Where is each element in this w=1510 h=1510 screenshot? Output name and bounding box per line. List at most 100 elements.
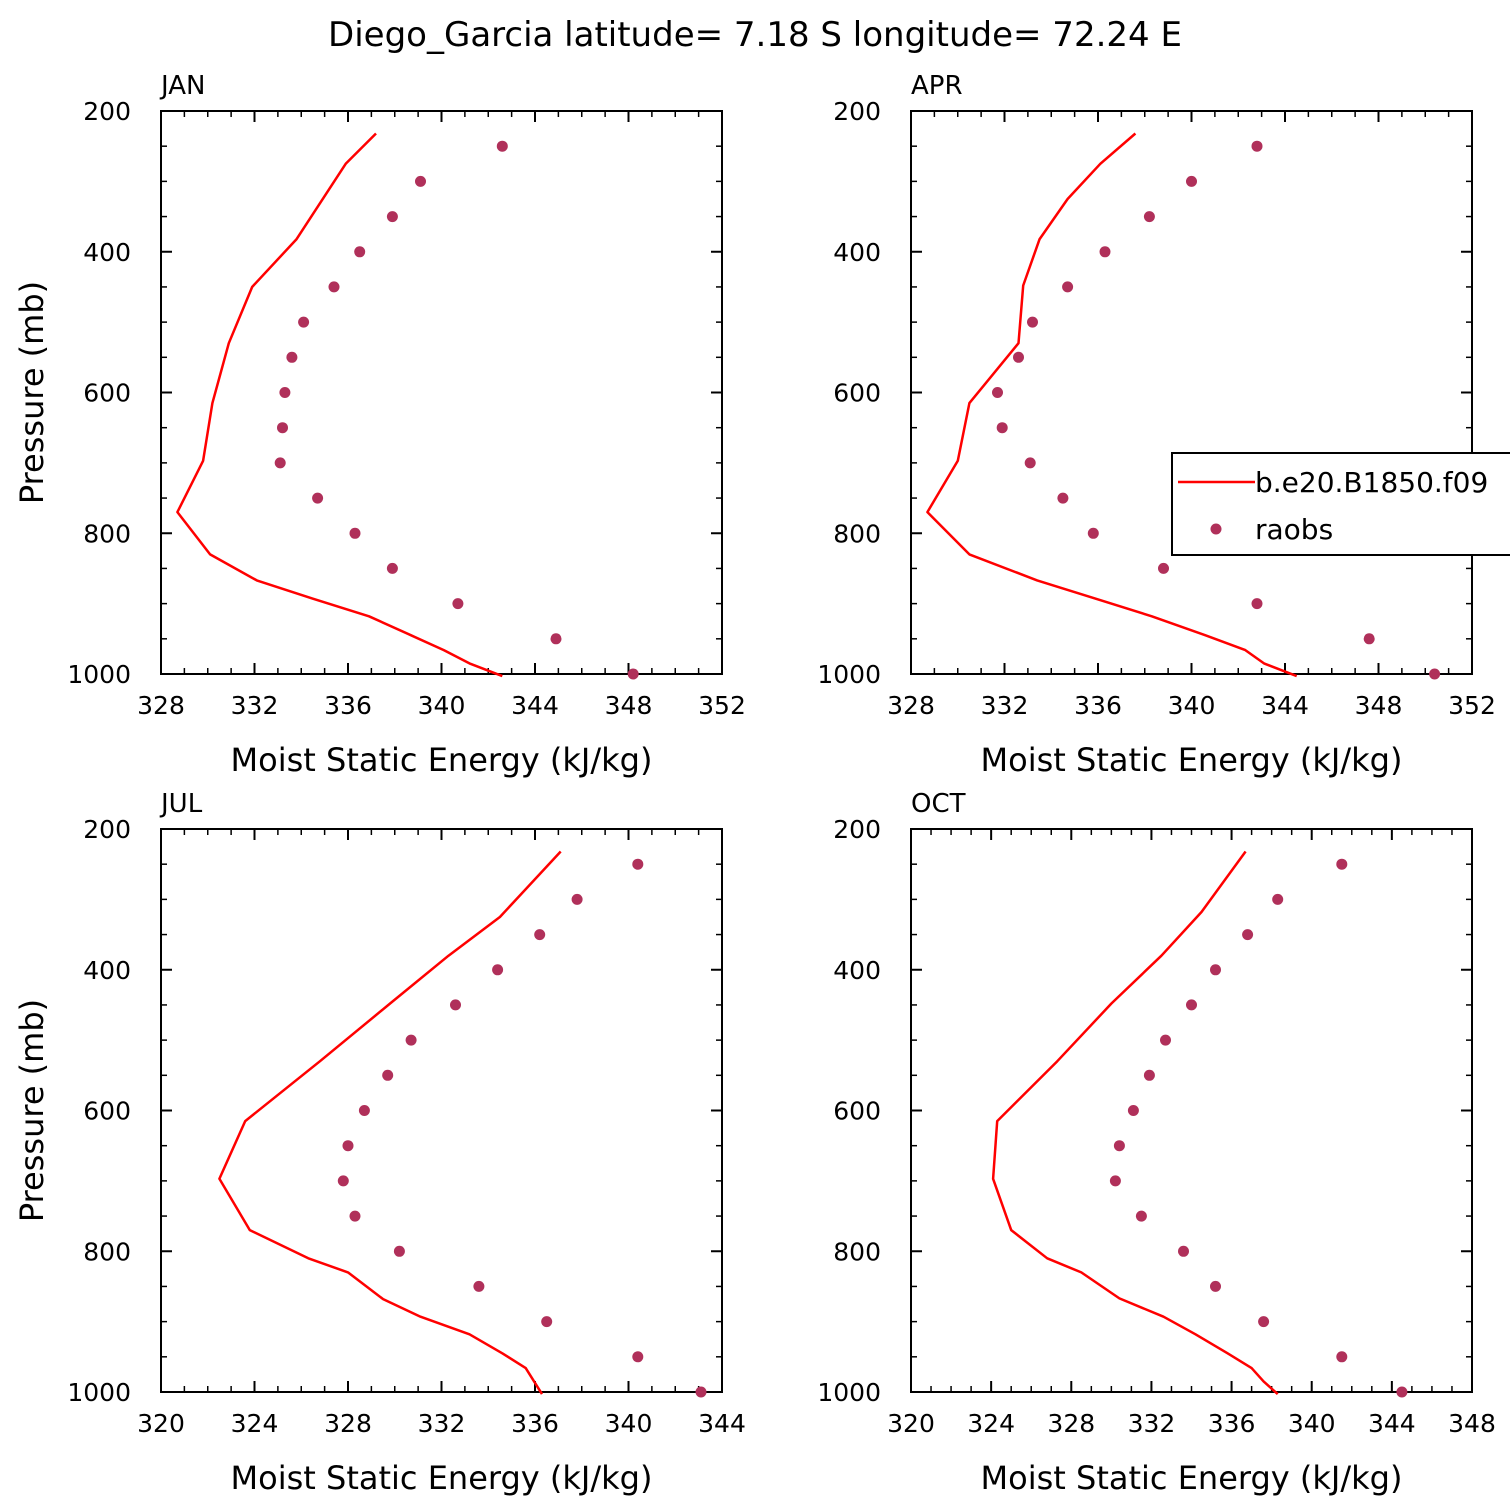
panel-title: JUL: [159, 789, 203, 819]
legend-label-model: b.e20.B1850.f09: [1255, 466, 1488, 499]
panel-jul: JUL 320 324 328 332 336 340 344 200 400 600 800 1000…: [13, 789, 746, 1497]
y-axis-label: Pressure (mb): [13, 999, 51, 1222]
raobs-point: [452, 598, 464, 610]
raobs-point: [1109, 1175, 1121, 1187]
raobs-point: [1336, 1351, 1348, 1363]
raobs-point: [1143, 1069, 1155, 1081]
y-tick-label: 400: [83, 956, 131, 985]
raobs-point: [571, 893, 583, 905]
panel-title: APR: [911, 71, 963, 101]
raobs-point: [1258, 1316, 1270, 1328]
panel-title: JAN: [159, 71, 205, 101]
raobs-point: [386, 211, 398, 223]
x-axis-label: Moist Static Energy (kJ/kg): [981, 741, 1403, 779]
model-line: [218, 850, 562, 1395]
figure-title: Diego_Garcia latitude= 7.18 S longitude=…: [328, 15, 1182, 55]
x-axis-label: Moist Static Energy (kJ/kg): [231, 1459, 653, 1497]
x-tick-label: 348: [1448, 1409, 1496, 1438]
raobs-point: [632, 1351, 644, 1363]
x-tick-label: 336: [1074, 691, 1122, 720]
raobs-point: [286, 351, 298, 363]
raobs-point: [1272, 893, 1284, 905]
y-tick-label: 600: [83, 1097, 131, 1126]
y-tick-label: 1000: [67, 1378, 131, 1407]
x-tick-label: 332: [981, 691, 1029, 720]
legend-label-obs: raobs: [1255, 513, 1333, 546]
y-tick-label: 800: [83, 1237, 131, 1266]
raobs-point: [415, 175, 426, 187]
raobs-point: [541, 1316, 553, 1328]
raobs-point: [1429, 668, 1441, 680]
raobs-point: [992, 387, 1003, 398]
raobs-point: [627, 668, 639, 680]
x-tick-label: 344: [511, 691, 559, 720]
raobs-point: [393, 1245, 405, 1257]
y-tick-label: 400: [833, 238, 881, 267]
raobs-point: [496, 140, 508, 152]
y-tick-label: 600: [833, 1097, 881, 1126]
raobs-point: [1024, 457, 1036, 469]
raobs-point: [450, 999, 461, 1011]
x-tick-label: 340: [418, 691, 466, 720]
raobs-point: [1210, 964, 1221, 976]
x-tick-label: 340: [1288, 1409, 1336, 1438]
raobs-point: [1013, 351, 1024, 363]
x-tick-label: 332: [231, 691, 279, 720]
raobs-point: [1027, 316, 1038, 328]
raobs-point: [358, 1105, 370, 1116]
x-tick-label: 344: [1261, 691, 1309, 720]
raobs-point: [277, 422, 288, 434]
raobs-point: [1178, 1245, 1189, 1257]
raobs-point: [349, 1210, 361, 1222]
x-tick-label: 320: [887, 1409, 935, 1438]
raobs-point: [349, 527, 361, 539]
y-tick-label: 200: [83, 815, 131, 844]
x-tick-label: 328: [324, 1409, 372, 1438]
panel-jan: JAN 328 332 336 340 344 348 352 200 400 600 800 1000…: [13, 71, 746, 779]
raobs-point: [1087, 527, 1099, 539]
plot-frame: [160, 828, 723, 1393]
raobs-point: [1099, 246, 1111, 258]
y-tick-label: 400: [833, 956, 881, 985]
raobs-point: [1210, 1280, 1221, 1292]
x-tick-label: 328: [887, 691, 935, 720]
raobs-point: [279, 387, 291, 398]
y-tick-label: 800: [833, 1237, 881, 1266]
raobs-point: [473, 1280, 485, 1292]
y-tick-label: 800: [833, 519, 881, 548]
y-tick-label: 1000: [817, 1378, 881, 1407]
raobs-point: [337, 1175, 349, 1187]
raobs-point: [1186, 999, 1197, 1011]
panel-apr: APR 328 332 336 340 344 348 352 200 400 600 800 1000…: [817, 71, 1495, 779]
raobs-point: [1127, 1105, 1139, 1116]
raobs-point: [342, 1140, 354, 1152]
x-tick-label: 348: [1355, 691, 1403, 720]
raobs-point: [1242, 929, 1254, 941]
model-line: [926, 132, 1298, 678]
raobs-point: [328, 281, 340, 293]
raobs-point: [298, 316, 310, 328]
raobs-point: [550, 633, 562, 645]
x-tick-label: 328: [137, 691, 185, 720]
panel-title: OCT: [911, 789, 966, 819]
raobs-point: [312, 492, 324, 504]
x-tick-label: 336: [324, 691, 372, 720]
x-tick-label: 352: [1448, 691, 1496, 720]
y-tick-label: 400: [83, 238, 131, 267]
raobs-point: [1251, 598, 1263, 610]
x-tick-label: 344: [1368, 1409, 1416, 1438]
raobs-point: [534, 929, 546, 941]
raobs-point: [274, 457, 286, 469]
x-tick-label: 332: [1128, 1409, 1176, 1438]
raobs-point: [1186, 175, 1197, 187]
y-tick-label: 200: [833, 815, 881, 844]
raobs-point: [382, 1069, 394, 1081]
model-line: [991, 850, 1279, 1396]
x-tick-label: 324: [231, 1409, 279, 1438]
legend-box: [1171, 452, 1510, 556]
panel-oct: OCT 320 324 328 332 336 340 344 348 200 400 600 800 1…: [817, 789, 1495, 1497]
raobs-point: [1336, 858, 1348, 870]
y-tick-label: 1000: [67, 660, 131, 689]
raobs-point: [354, 246, 366, 258]
